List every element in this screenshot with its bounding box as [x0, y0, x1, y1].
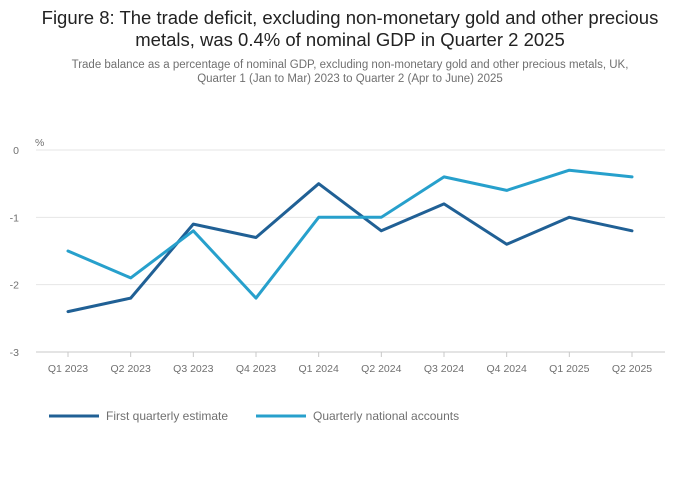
- y-tick-label: -3: [10, 347, 19, 359]
- x-tick-label: Q4 2024: [487, 363, 527, 375]
- series-line-1[interactable]: [66, 182, 634, 314]
- y-tick-label: -1: [10, 212, 19, 224]
- legend[interactable]: First quarterly estimate Quarterly nation…: [49, 409, 459, 423]
- chart-subtitle: Trade balance as a percentage of nominal…: [0, 58, 700, 86]
- y-tick-label: 0: [13, 145, 19, 157]
- y-axis-label: %: [35, 137, 44, 149]
- x-tick-label: Q2 2025: [612, 363, 652, 375]
- chart-title-line-2: metals, was 0.4% of nominal GDP in Quart…: [135, 29, 565, 50]
- x-tick-label: Q1 2024: [299, 363, 339, 375]
- x-tick-label: Q4 2023: [236, 363, 276, 375]
- chart-subtitle-line-2: Quarter 1 (Jan to Mar) 2023 to Quarter 2…: [197, 73, 503, 85]
- axes: 0 -1 -2 -3% Q1 2023 Q2 2023 Q3 2023 Q4 2023 Q1 2…: [10, 137, 653, 375]
- legend-label-2[interactable]: Quarterly national accounts: [313, 409, 459, 423]
- x-tick-label: Q1 2023: [48, 363, 88, 375]
- x-tick-label: Q3 2024: [424, 363, 464, 375]
- grid: [36, 149, 665, 353]
- x-tick-label: Q2 2023: [111, 363, 151, 375]
- x-tick-label: Q3 2023: [173, 363, 213, 375]
- y-tick-label: -2: [10, 280, 19, 292]
- x-tick-label: Q2 2024: [361, 363, 401, 375]
- x-tick-label: Q1 2025: [549, 363, 589, 375]
- chart-title-line-1: Figure 8: The trade deficit, excluding n…: [41, 7, 659, 28]
- series-line-2[interactable]: [66, 168, 634, 300]
- series-lines: [66, 168, 634, 314]
- chart-subtitle-line-1: Trade balance as a percentage of nominal…: [71, 59, 629, 71]
- legend-label-1[interactable]: First quarterly estimate: [106, 409, 228, 423]
- chart-title: Figure 8: The trade deficit, excluding n…: [0, 7, 700, 51]
